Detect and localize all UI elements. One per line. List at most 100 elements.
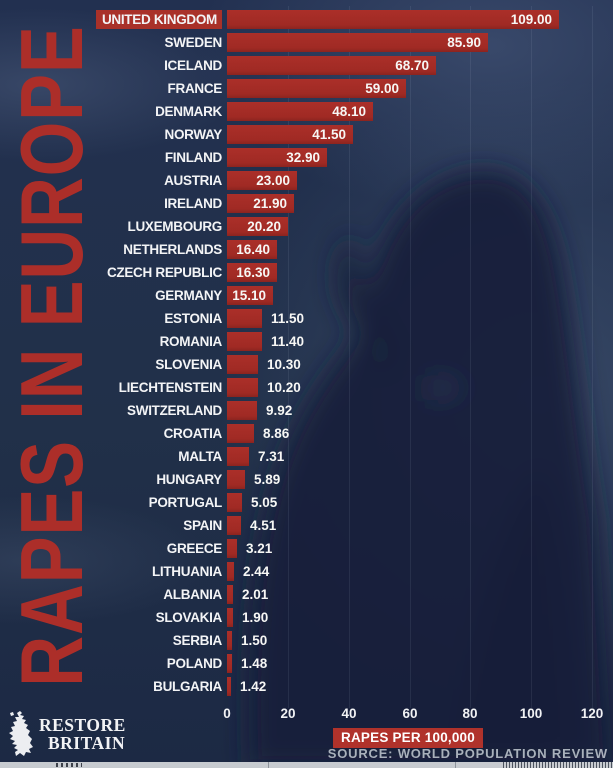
bar-row: CZECH REPUBLIC 16.30 (0, 263, 613, 282)
bar-row: SWEDEN 85.90 (0, 33, 613, 52)
value-label: 41.50 (312, 127, 346, 142)
value-label: 10.30 (267, 357, 301, 372)
country-label: SWEDEN (164, 35, 223, 50)
country-label: LITHUANIA (151, 564, 222, 579)
value-label: 48.10 (332, 104, 366, 119)
value-label: 16.30 (236, 265, 270, 280)
bar (227, 539, 237, 558)
gridline (349, 6, 350, 708)
value-label: 2.01 (242, 587, 269, 602)
bar-row: SPAIN 4.51 (0, 516, 613, 535)
bar: 59.00 (227, 79, 406, 98)
x-tick-label: 100 (519, 706, 543, 721)
bar-row: MALTA 7.31 (0, 447, 613, 466)
strip-marks (56, 763, 82, 767)
bar (227, 677, 231, 696)
value-label: 2.44 (243, 564, 270, 579)
bar: 21.90 (227, 194, 294, 213)
bar-row: FINLAND 32.90 (0, 148, 613, 167)
value-label: 109.00 (510, 12, 552, 27)
source-credit: SOURCE: WORLD POPULATION REVIEW (327, 746, 608, 761)
bar (227, 378, 258, 397)
bar: 16.40 (227, 240, 277, 259)
bar (227, 332, 262, 351)
bar: 48.10 (227, 102, 373, 121)
bar-row: AUSTRIA 23.00 (0, 171, 613, 190)
value-label: 11.40 (271, 334, 305, 349)
bar-row: ROMANIA 11.40 (0, 332, 613, 351)
country-label: HUNGARY (156, 472, 222, 487)
country-label: CZECH REPUBLIC (106, 265, 222, 280)
bar: 109.00 (227, 10, 559, 29)
bar-row: HUNGARY 5.89 (0, 470, 613, 489)
country-label: LIECHTENSTEIN (118, 380, 223, 395)
bar (227, 585, 233, 604)
value-label: 1.42 (240, 679, 267, 694)
strip-marks (503, 762, 613, 768)
value-label: 10.20 (267, 380, 301, 395)
country-label: NORWAY (164, 127, 223, 142)
country-label: ROMANIA (159, 334, 223, 349)
strip-seam (455, 762, 456, 768)
bar (227, 493, 242, 512)
country-label: FINLAND (164, 150, 222, 165)
bar (227, 608, 233, 627)
x-tick-label: 120 (580, 706, 604, 721)
country-label: SERBIA (172, 633, 223, 648)
bar-row: LIECHTENSTEIN 10.20 (0, 378, 613, 397)
value-label: 7.31 (258, 449, 285, 464)
value-label: 23.00 (256, 173, 290, 188)
bar-row: SLOVENIA 10.30 (0, 355, 613, 374)
country-label: ALBANIA (163, 587, 222, 602)
bar-row: GERMANY 15.10 (0, 286, 613, 305)
bar (227, 309, 262, 328)
bottom-strip (0, 762, 613, 768)
country-label: CROATIA (163, 426, 223, 441)
country-label: BULGARIA (153, 679, 222, 694)
country-label: SLOVAKIA (155, 610, 223, 625)
logo: RESTORE BRITAIN (8, 711, 126, 757)
value-label: 20.20 (247, 219, 281, 234)
bar (227, 654, 232, 673)
bar: 23.00 (227, 171, 297, 190)
country-label: DENMARK (155, 104, 222, 119)
country-label: FRANCE (167, 81, 223, 96)
bar-row: LUXEMBOURG 20.20 (0, 217, 613, 236)
x-tick-label: 60 (402, 706, 418, 721)
bar: 20.20 (227, 217, 288, 236)
bar-row: NETHERLANDS 16.40 (0, 240, 613, 259)
value-label: 9.92 (266, 403, 293, 418)
country-label: GERMANY (155, 288, 222, 303)
bar (227, 562, 234, 581)
country-label: UNITED KINGDOM (0, 10, 222, 29)
gridline (410, 6, 411, 708)
bar: 32.90 (227, 148, 327, 167)
value-label: 1.50 (241, 633, 268, 648)
value-label: 11.50 (271, 311, 305, 326)
value-label: 1.48 (241, 656, 268, 671)
bar (227, 447, 249, 466)
bar-rows: UNITED KINGDOM 109.00 SWEDEN 85.90 ICELAND 68… (0, 10, 613, 700)
bar: 85.90 (227, 33, 488, 52)
value-label: 85.90 (447, 35, 481, 50)
value-label: 8.86 (263, 426, 290, 441)
bar-row: LITHUANIA 2.44 (0, 562, 613, 581)
bar (227, 470, 245, 489)
gridline (288, 6, 289, 708)
x-tick-label: 0 (223, 706, 231, 721)
bar-row: ESTONIA 11.50 (0, 309, 613, 328)
country-label: NETHERLANDS (123, 242, 222, 257)
bar-row: UNITED KINGDOM 109.00 (0, 10, 613, 29)
bar-row: ALBANIA 2.01 (0, 585, 613, 604)
bar-row: SWITZERLAND 9.92 (0, 401, 613, 420)
x-tick-label: 20 (280, 706, 296, 721)
bar: 41.50 (227, 125, 353, 144)
strip-seam (268, 762, 269, 768)
country-label: IRELAND (164, 196, 222, 211)
value-label: 68.70 (395, 58, 429, 73)
value-label: 32.90 (286, 150, 320, 165)
bar: 16.30 (227, 263, 277, 282)
logo-text: RESTORE BRITAIN (39, 715, 126, 752)
x-tick-label: 80 (462, 706, 478, 721)
